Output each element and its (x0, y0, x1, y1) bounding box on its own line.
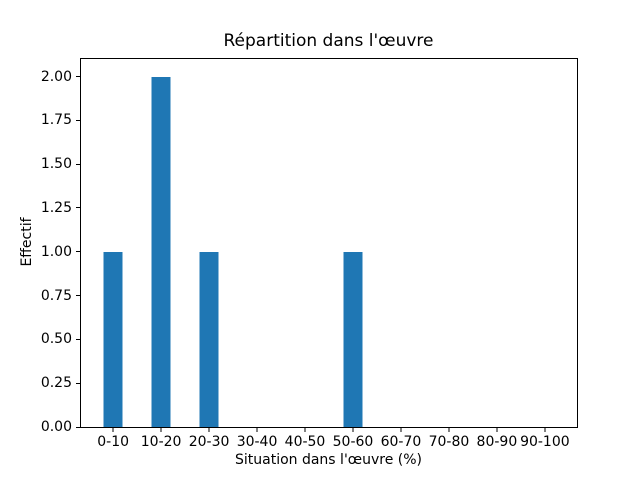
x-tick-mark (496, 428, 498, 432)
y-tick-mark (76, 207, 80, 209)
bar-50-60 (343, 251, 363, 427)
y-tick-mark (76, 119, 80, 121)
x-tick-label: 60-70 (380, 434, 422, 450)
y-tick-label: 1.75 (40, 112, 72, 129)
x-tick-label: 80-90 (476, 434, 518, 450)
x-tick-mark (208, 428, 210, 432)
y-tick-label: 1.50 (40, 156, 72, 173)
y-tick-mark (76, 338, 80, 340)
y-tick-mark (76, 295, 80, 297)
x-tick-label: 30-40 (236, 434, 278, 450)
x-tick-mark (256, 428, 258, 432)
y-tick-label: 0.50 (40, 331, 72, 348)
bar-10-20 (151, 76, 171, 427)
y-tick-mark (76, 76, 80, 78)
bar-0-10 (103, 251, 123, 427)
x-tick-mark (352, 428, 354, 432)
x-tick-label: 0-10 (97, 434, 130, 450)
y-tick-label: 0.00 (40, 419, 72, 435)
x-tick-mark (400, 428, 402, 432)
y-tick-label: 0.75 (40, 287, 72, 304)
y-tick-mark (76, 163, 80, 165)
chart-title: Répartition dans l'œuvre (223, 31, 434, 51)
x-tick-label: 50-60 (332, 434, 374, 450)
y-tick-mark (76, 251, 80, 253)
x-tick-label: 40-50 (284, 434, 326, 450)
y-tick-label: 1.00 (40, 243, 72, 260)
x-tick-label: 90-100 (520, 434, 570, 450)
x-tick-mark (544, 428, 546, 432)
y-tick-mark (76, 382, 80, 384)
x-tick-label: 10-20 (140, 434, 182, 450)
x-tick-mark (160, 428, 162, 432)
x-axis-label: Situation dans l'œuvre (%) (234, 452, 423, 468)
y-tick-label: 0.25 (40, 375, 72, 392)
x-tick-mark (304, 428, 306, 432)
y-axis-label: Effectif (19, 217, 35, 267)
x-tick-mark (448, 428, 450, 432)
x-tick-label: 20-30 (188, 434, 230, 450)
y-tick-label: 1.25 (40, 199, 72, 216)
y-tick-mark (76, 426, 80, 428)
plot-area: 0.00 0.25 0.50 0.75 1.00 1.25 1.50 1.75 2.00 0-10… (41, 58, 578, 449)
y-tick-label: 2.00 (40, 68, 72, 85)
bar-20-30 (199, 251, 219, 427)
x-tick-mark (112, 428, 114, 432)
x-tick-label: 70-80 (428, 434, 470, 450)
